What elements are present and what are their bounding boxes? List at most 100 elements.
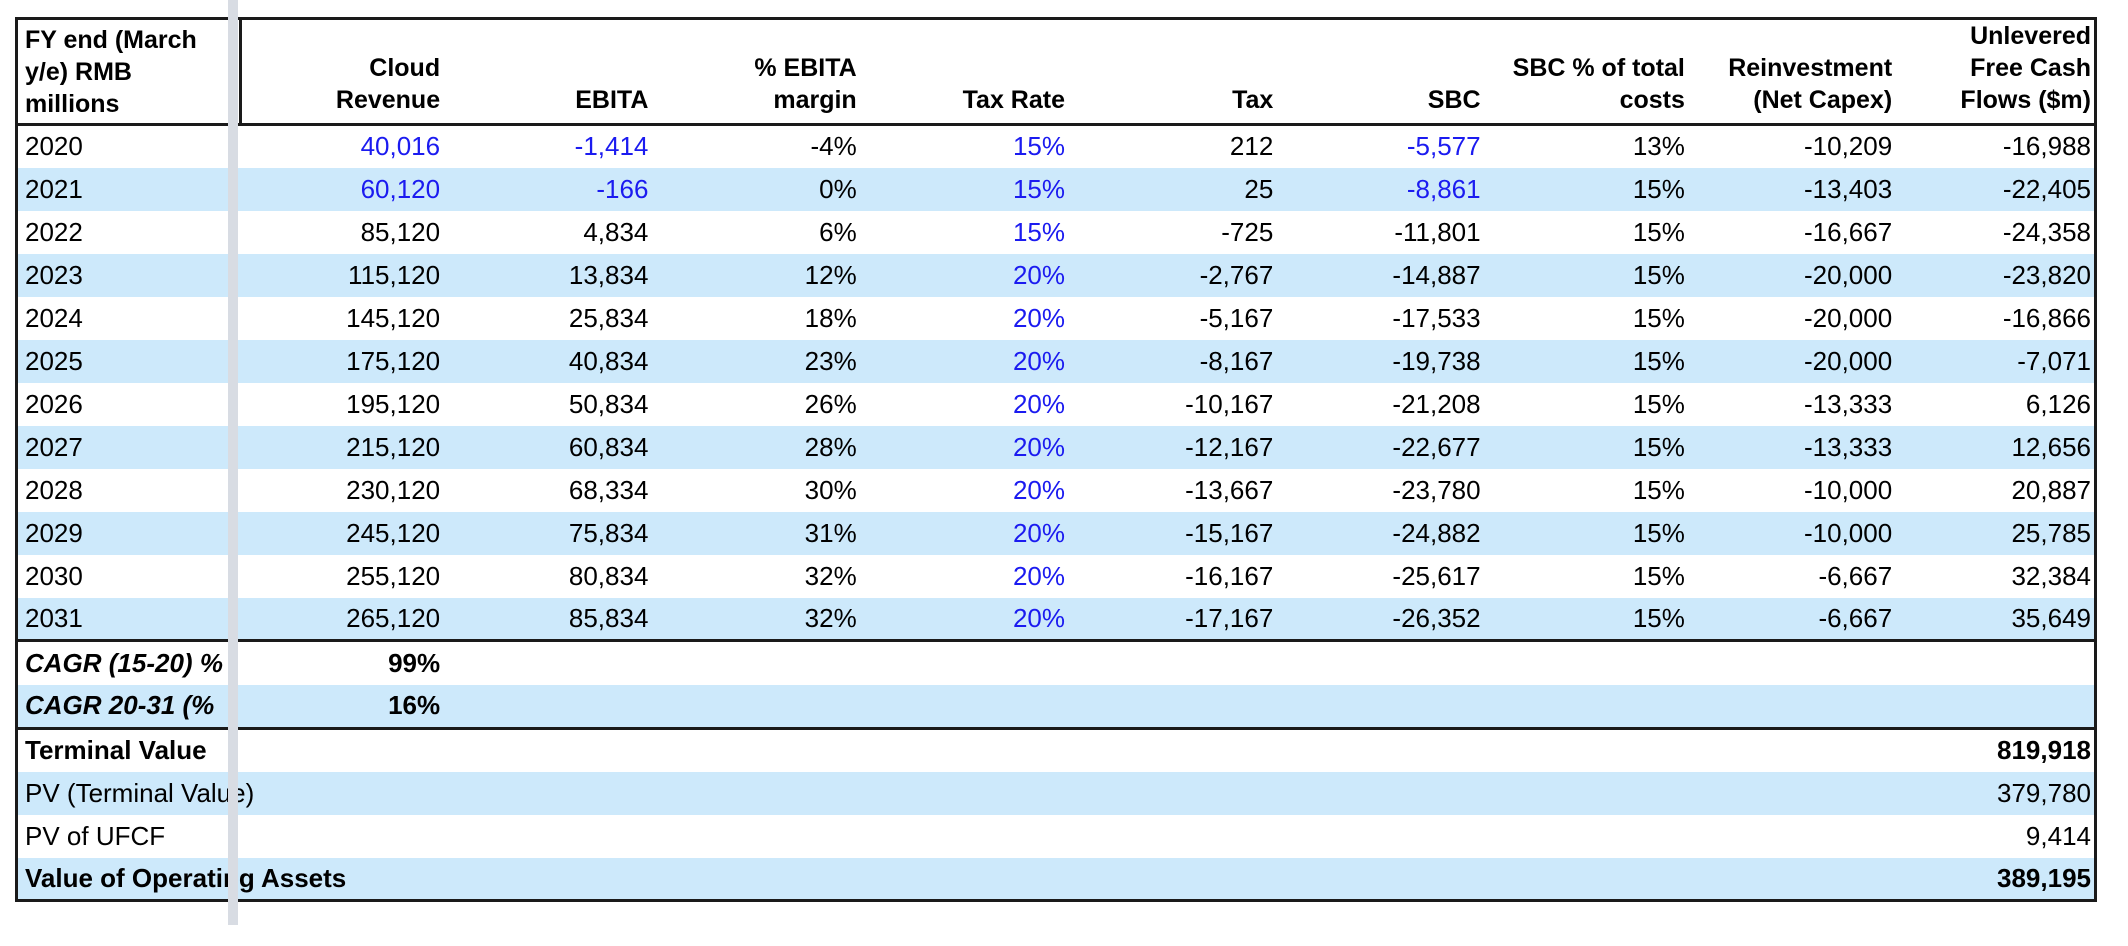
- value-cell: 23%: [662, 339, 871, 383]
- value-cell: -8,167: [1079, 339, 1288, 383]
- value-cell: -166: [454, 167, 663, 211]
- value-cell: 68,334: [568, 474, 649, 505]
- value-cell: 20%: [1012, 302, 1065, 333]
- summary-label: PV of UFCF: [25, 820, 166, 851]
- value-cell: -22,405: [1906, 167, 2096, 211]
- value-cell: -5,167: [1199, 302, 1274, 333]
- summary-value: 389,195: [1906, 857, 2096, 901]
- year-label: 2025: [16, 339, 241, 383]
- summary-value: 9,414: [2025, 820, 2091, 851]
- cagr-rows-body: CAGR (15-20) % 99% CAGR 20-31 (% 16%: [16, 641, 2096, 730]
- year-label: 2021: [16, 167, 241, 211]
- summary-row: PV (Terminal Value) 379,780: [16, 771, 2096, 815]
- value-cell: 15%: [1494, 597, 1699, 642]
- value-cell: 13,834: [454, 253, 663, 297]
- value-cell: 175,120: [240, 339, 455, 383]
- value-cell: 31%: [662, 511, 871, 555]
- value-cell: -15,167: [1079, 511, 1288, 555]
- value-cell: 85,120: [360, 216, 441, 247]
- frozen-pane-divider: [228, 0, 238, 925]
- table-row: 2025 175,120 40,834 23% 20% -8,167 -19,738 15% -…: [16, 339, 2096, 383]
- value-cell: -20,000: [1698, 339, 1907, 383]
- year-label: 2020: [25, 131, 83, 162]
- value-cell: 15%: [1632, 388, 1685, 419]
- summary-label: Value of Operating Assets: [16, 857, 1907, 901]
- value-cell: -5,577: [1406, 131, 1481, 162]
- value-cell: -24,358: [2002, 216, 2091, 247]
- table-row: 2024 145,120 25,834 18% 20% -5,167 -17,533 15% -…: [17, 297, 2096, 340]
- value-cell: 75,834: [454, 511, 663, 555]
- table-row: 2027 215,120 60,834 28% 20% -12,167 -22,677 15%…: [16, 425, 2096, 469]
- cagr-label: CAGR 20-31 (%: [16, 684, 241, 730]
- value-cell: 25: [1079, 167, 1288, 211]
- column-header: Tax: [1079, 18, 1288, 126]
- value-cell: -8,861: [1287, 167, 1495, 211]
- cagr-value: 99%: [388, 647, 441, 678]
- value-cell: 20%: [870, 253, 1079, 297]
- value-cell: 265,120: [240, 597, 455, 642]
- value-cell: 12%: [662, 253, 871, 297]
- value-cell: -16,667: [1803, 216, 1893, 247]
- empty-cell: [454, 684, 2096, 730]
- year-label: 2024: [25, 302, 83, 333]
- cagr-value: 16%: [240, 684, 455, 730]
- value-cell: 13%: [1632, 131, 1685, 162]
- value-cell: -21,208: [1392, 388, 1481, 419]
- value-cell: 15%: [870, 167, 1079, 211]
- value-cell: 30%: [804, 474, 857, 505]
- value-cell: 0%: [662, 167, 871, 211]
- value-cell: 20%: [870, 339, 1079, 383]
- summary-value: 819,918: [1997, 735, 2091, 766]
- value-cell: -1,414: [574, 131, 649, 162]
- value-cell: -6,667: [1818, 560, 1893, 591]
- value-cell: 230,120: [346, 474, 441, 505]
- value-cell: -11,801: [1394, 216, 1481, 247]
- table-row: 2026 195,120 50,834 26% 20% -10,167 -21,208 15%…: [17, 383, 2096, 426]
- value-cell: -23,780: [1392, 474, 1481, 505]
- value-cell: -7,071: [1906, 339, 2096, 383]
- year-label: 2023: [16, 253, 241, 297]
- value-cell: 215,120: [240, 425, 455, 469]
- value-cell: 15%: [1632, 216, 1685, 247]
- value-cell: -13,333: [1698, 425, 1907, 469]
- value-cell: -10,000: [1803, 474, 1893, 505]
- summary-rows-body: Terminal Value 819,918 PV (Terminal Value)…: [16, 729, 2096, 901]
- row-label-column-header: FY end (March y/e) RMB millions: [16, 18, 243, 126]
- value-cell: -25,617: [1392, 560, 1481, 591]
- value-cell: 32,384: [2011, 560, 2091, 591]
- value-cell: 32%: [662, 597, 871, 642]
- value-cell: -725: [1221, 216, 1274, 247]
- value-cell: 15%: [1494, 339, 1699, 383]
- dcf-table: FY end (March y/e) RMB millions Cloud Re…: [15, 17, 2097, 902]
- value-cell: 26%: [804, 388, 857, 419]
- value-cell: -10,209: [1803, 131, 1893, 162]
- value-cell: -4%: [810, 131, 857, 162]
- table-row: 2028 230,120 68,334 30% 20% -13,667 -23,780 15%…: [17, 469, 2096, 512]
- value-cell: 6%: [819, 216, 857, 247]
- value-cell: 245,120: [240, 511, 455, 555]
- value-cell: -20,000: [1803, 302, 1893, 333]
- value-cell: 15%: [1012, 216, 1065, 247]
- year-label: 2026: [25, 388, 83, 419]
- year-label: 2022: [25, 216, 83, 247]
- column-header: Unlevered Free Cash Flows ($m): [1906, 18, 2096, 126]
- value-cell: 28%: [662, 425, 871, 469]
- value-cell: 80,834: [568, 560, 649, 591]
- value-cell: -20,000: [1698, 253, 1907, 297]
- value-cell: 85,834: [454, 597, 663, 642]
- value-cell: 4,834: [583, 216, 649, 247]
- value-cell: 195,120: [346, 388, 441, 419]
- value-cell: 255,120: [346, 560, 441, 591]
- column-header: SBC: [1287, 18, 1495, 126]
- value-cell: 60,120: [240, 167, 455, 211]
- column-header: Cloud Revenue: [240, 18, 455, 126]
- value-cell: -13,403: [1698, 167, 1907, 211]
- value-cell: -10,167: [1185, 388, 1274, 419]
- year-rows-body: 2020 40,016 -1,414 -4% 15% 212 -5,577 13% -10,20…: [16, 125, 2096, 642]
- column-header: EBITA: [454, 18, 663, 126]
- value-cell: 15%: [1012, 131, 1065, 162]
- summary-row: Terminal Value 819,918: [17, 729, 2096, 772]
- value-cell: -17,167: [1079, 597, 1288, 642]
- value-cell: -26,352: [1287, 597, 1495, 642]
